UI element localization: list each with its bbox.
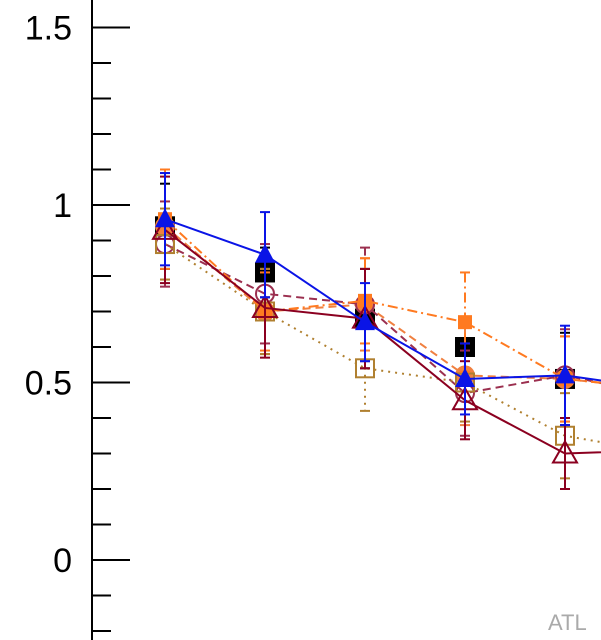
series-4 [155, 207, 601, 480]
y-tick-label: 1.5 [25, 10, 72, 48]
watermark: ATL [548, 610, 587, 635]
data-point [458, 315, 472, 330]
y-tick-label: 0 [53, 542, 72, 580]
series-line [164, 225, 601, 384]
series-line [164, 218, 601, 382]
series-6 [151, 175, 601, 490]
data-point [455, 367, 475, 387]
data-point [551, 439, 579, 464]
data-point [155, 208, 175, 228]
series-line [164, 229, 601, 455]
series-line [164, 243, 601, 395]
data-point [255, 243, 275, 263]
data-point [251, 293, 279, 318]
data-point [555, 364, 575, 384]
series-7 [155, 172, 601, 427]
series-layer [151, 168, 601, 490]
y-axis: 0 0.5 1 1.5 [25, 0, 130, 640]
series-5 [158, 168, 601, 423]
data-point [355, 311, 375, 331]
y-tick-label: 1 [53, 187, 72, 225]
y-tick-label: 0.5 [25, 365, 72, 403]
series-line [164, 218, 601, 384]
series-3 [155, 200, 601, 437]
series-2 [155, 172, 601, 427]
